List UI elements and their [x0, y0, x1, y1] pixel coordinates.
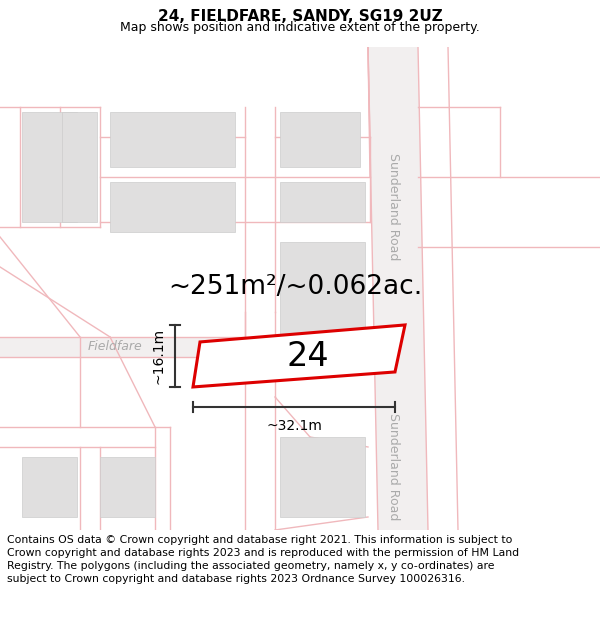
Text: ~251m²/~0.062ac.: ~251m²/~0.062ac. — [168, 274, 422, 300]
Bar — [280, 242, 365, 337]
Bar — [280, 437, 365, 517]
Text: 24, FIELDFARE, SANDY, SG19 2UZ: 24, FIELDFARE, SANDY, SG19 2UZ — [158, 9, 442, 24]
Bar — [22, 457, 77, 517]
Text: Map shows position and indicative extent of the property.: Map shows position and indicative extent… — [120, 21, 480, 34]
Text: ~32.1m: ~32.1m — [266, 419, 322, 433]
Bar — [62, 112, 97, 222]
Text: Sunderland Road: Sunderland Road — [386, 413, 400, 521]
Bar — [22, 112, 77, 222]
Polygon shape — [0, 337, 245, 357]
Text: Fieldfare: Fieldfare — [88, 341, 142, 354]
Bar — [110, 112, 235, 167]
Bar — [280, 112, 360, 167]
Polygon shape — [193, 325, 405, 387]
Bar — [280, 182, 365, 222]
Text: ~16.1m: ~16.1m — [151, 328, 165, 384]
Bar — [100, 457, 155, 517]
Polygon shape — [368, 47, 428, 530]
Bar — [110, 182, 235, 232]
Text: Contains OS data © Crown copyright and database right 2021. This information is : Contains OS data © Crown copyright and d… — [7, 535, 520, 584]
Text: Sunderland Road: Sunderland Road — [386, 153, 400, 261]
Text: 24: 24 — [287, 340, 329, 373]
